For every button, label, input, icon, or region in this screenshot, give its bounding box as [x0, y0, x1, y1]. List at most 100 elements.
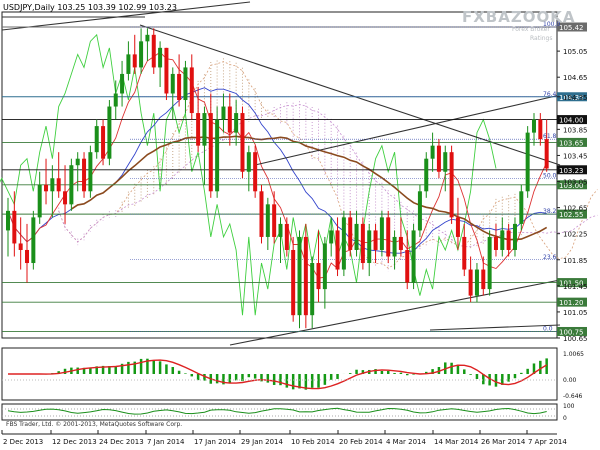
price-tick-label: 104.65 — [563, 74, 588, 82]
candle-body — [436, 145, 441, 172]
candle-body — [310, 263, 315, 316]
time-tick-label: 14 Mar 2014 — [434, 438, 479, 446]
candle-body — [120, 73, 125, 94]
fib-level-label: 38.2 — [543, 208, 557, 215]
price-axis: 105.05 104.65 104.35 103.85 103.45 103.05 102.… — [557, 48, 588, 343]
candle-body — [405, 249, 410, 283]
level-label-box — [557, 165, 587, 175]
level-label-box — [557, 115, 587, 125]
candle-body — [31, 217, 36, 264]
candle-body — [468, 269, 473, 296]
fib-level-label: 23.6 — [543, 254, 557, 261]
candle-body — [240, 113, 245, 172]
candle-body — [37, 184, 42, 218]
candle-body — [373, 230, 378, 250]
rsi-axis-label: 100 — [563, 403, 575, 410]
rsi-panel: 100 0 — [1, 403, 575, 422]
trendline — [139, 24, 561, 166]
watermark-logo: FXBAZOOKA — [462, 8, 576, 26]
chart-header: USDJPY,Daily 103.25 103.39 102.99 103.23 — [3, 3, 177, 12]
candle-body — [126, 54, 131, 74]
candle-body — [158, 47, 163, 68]
rsi-axis-label: 0 — [563, 415, 567, 422]
candle-body — [519, 191, 524, 224]
plot-frame — [1, 11, 558, 339]
candle-body — [164, 47, 169, 94]
time-tick-label: 10 Feb 2014 — [291, 438, 335, 446]
candle-body — [481, 269, 486, 290]
level-label-box — [557, 22, 587, 32]
candle-body — [525, 132, 530, 192]
candle-body — [82, 158, 87, 192]
candle-body — [265, 204, 270, 237]
candle-body — [215, 119, 220, 192]
watermark-line1: Forex Broker — [512, 26, 550, 33]
watermark-line2: Ratings — [530, 35, 553, 42]
time-tick-label: 4 Mar 2014 — [386, 438, 426, 446]
trendline — [1, 1, 251, 31]
candle-body — [170, 73, 175, 94]
level-label: 104.00 — [559, 117, 584, 125]
candle-body — [462, 236, 467, 270]
candle-body — [411, 230, 416, 283]
price-tick-label: 102.65 — [563, 205, 588, 213]
candle-body — [487, 236, 492, 290]
price-tick-label: 102.25 — [563, 231, 588, 239]
candle-body — [196, 113, 201, 146]
macd-axis-label: -0.646 — [563, 393, 583, 400]
candle-body — [506, 230, 511, 250]
macd-axis-label: 0.00 — [563, 377, 577, 384]
level-label: 105.42 — [559, 24, 584, 32]
level-label: 103.00 — [559, 182, 584, 190]
candle-body — [500, 230, 505, 250]
candle-body — [253, 152, 258, 192]
price-tick-label: 101.05 — [563, 309, 588, 317]
chikou-span-line — [0, 33, 497, 316]
time-axis: 2 Dec 2013 12 Dec 2013 24 Dec 2013 7 Jan 20… — [1, 430, 567, 446]
candle-body — [132, 54, 137, 68]
candle-body — [50, 178, 55, 192]
price-tick-label: 101.45 — [563, 283, 588, 291]
macd-panel: 1.0065 0.00 -0.646 — [1, 347, 584, 401]
candle-body — [341, 217, 346, 270]
macd-frame — [1, 347, 558, 401]
candle-body — [101, 126, 106, 159]
candle-body — [398, 236, 403, 250]
time-tick-label: 7 Jan 2014 — [147, 438, 185, 446]
level-label: 104.35 — [559, 94, 584, 102]
candle-body — [75, 158, 80, 166]
grid-lines — [1, 11, 558, 339]
fib-level-label: 0.0 — [543, 325, 553, 332]
candle-body — [113, 93, 118, 107]
level-label-box — [557, 209, 587, 219]
trendline — [229, 279, 561, 346]
price-tick-label: 101.85 — [563, 257, 588, 265]
candle-body — [107, 106, 112, 159]
candle-body — [354, 223, 359, 250]
copyright-text: FBS Trader, Ltd. © 2001-2013, MetaQuotes… — [6, 421, 183, 428]
candle-body — [291, 249, 296, 316]
level-label: 101.50 — [559, 280, 584, 288]
candle-body — [284, 223, 289, 250]
candle-body — [145, 34, 150, 42]
fib-level-label: 100.0 — [543, 21, 560, 28]
candle-body — [430, 145, 435, 159]
candle-body — [455, 217, 460, 237]
time-tick-label: 29 Jan 2014 — [241, 438, 284, 446]
macd-signal-line — [8, 359, 548, 390]
candle-body — [417, 191, 422, 231]
level-label-box — [557, 278, 587, 288]
candle-body — [56, 178, 61, 192]
fib-level-label: 61.8 — [543, 133, 557, 140]
price-tick-label: 103.05 — [563, 179, 588, 187]
candle-body — [88, 152, 93, 192]
level-label: 101.20 — [559, 299, 584, 307]
candle-body — [392, 236, 397, 257]
fib-level-label: 50.0 — [543, 172, 557, 179]
level-label-box — [557, 326, 587, 336]
price-tick-label: 103.45 — [563, 152, 588, 160]
rsi-line — [7, 407, 547, 415]
candle-body — [6, 210, 10, 231]
candle-body — [12, 210, 17, 244]
